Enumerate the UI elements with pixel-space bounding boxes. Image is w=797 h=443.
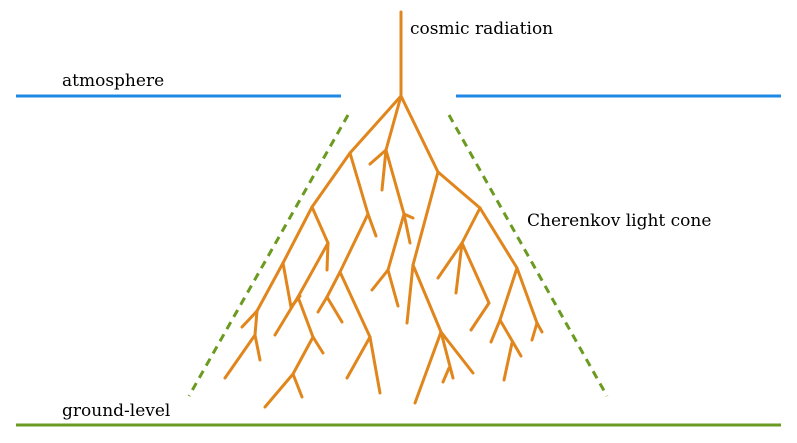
- shower-branch: [537, 323, 542, 332]
- shower-branch: [255, 335, 260, 360]
- shower-branch: [225, 335, 255, 378]
- shower-branch: [382, 150, 386, 190]
- shower-branch: [327, 272, 340, 297]
- shower-branch: [313, 337, 323, 353]
- shower-branch: [532, 323, 537, 340]
- shower-branch: [327, 243, 328, 270]
- shower-branch: [386, 150, 404, 214]
- shower-branch: [415, 332, 441, 403]
- shower-branch: [298, 243, 328, 297]
- shower-branch: [347, 337, 370, 378]
- shower-branch: [372, 270, 388, 290]
- shower-branch: [257, 263, 283, 311]
- shower-branch: [443, 368, 449, 382]
- shower-branch: [368, 214, 376, 236]
- shower-branch: [413, 265, 441, 332]
- shower-branch: [462, 243, 489, 303]
- shower-branch: [504, 343, 512, 380]
- cherenkov-cone-right: [449, 115, 607, 396]
- shower-branch: [413, 172, 438, 265]
- shower-branch: [480, 208, 517, 268]
- shower-branch: [340, 272, 370, 337]
- shower-branch: [350, 153, 368, 214]
- shower-branch: [404, 214, 410, 243]
- shower-branch: [388, 270, 398, 306]
- ground-level-label: ground-level: [62, 401, 170, 421]
- shower-branch: [491, 320, 500, 342]
- shower-branch: [283, 207, 312, 263]
- shower-branch: [283, 263, 291, 307]
- shower-branch: [438, 172, 480, 208]
- cherenkov-cone-label: Cherenkov light cone: [527, 211, 711, 231]
- shower-branch: [298, 297, 313, 337]
- cosmic-radiation-label: cosmic radiation: [410, 19, 553, 39]
- shower-branch: [500, 268, 517, 320]
- shower-branch: [401, 96, 438, 172]
- shower-branch: [265, 374, 293, 407]
- shower-branch: [293, 374, 302, 397]
- particle-shower: [225, 12, 542, 407]
- shower-branch: [293, 337, 313, 374]
- shower-branch: [407, 265, 413, 323]
- shower-branch: [388, 214, 404, 270]
- shower-branch: [327, 297, 342, 322]
- shower-branch: [275, 297, 298, 335]
- atmosphere-label: atmosphere: [62, 71, 164, 91]
- shower-branch: [312, 207, 328, 243]
- shower-branch: [318, 297, 327, 312]
- shower-branch: [370, 337, 380, 393]
- shower-branch: [340, 214, 368, 272]
- shower-branch: [517, 268, 537, 323]
- shower-branch: [471, 303, 489, 330]
- shower-branch: [462, 208, 480, 243]
- shower-branch: [312, 153, 350, 207]
